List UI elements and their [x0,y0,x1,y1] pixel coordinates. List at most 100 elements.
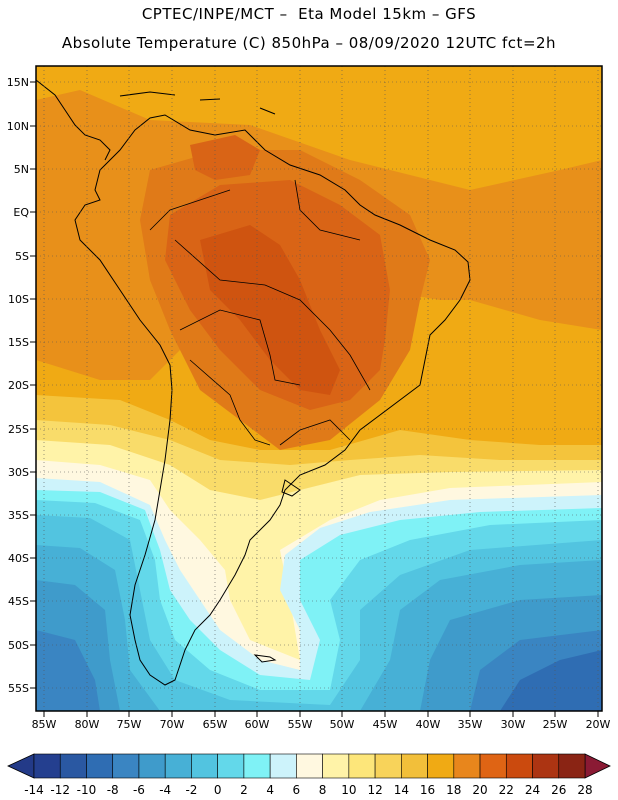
lat-label: 20S [8,379,29,392]
colorbar-cell [296,753,323,779]
coastlines [36,79,471,686]
colorbar-tick-label: 0 [214,783,222,797]
colorbar-tick-label: -4 [159,783,171,797]
lat-tick: 35S [8,509,36,522]
lon-label: 45W [373,718,398,731]
colorbar-cell [243,753,271,779]
colorbar-cell [86,753,114,779]
colorbar-cells [33,753,586,779]
map-frame [35,65,603,712]
colorbar-over-arrow [584,753,611,779]
field-minus10-band [500,650,602,711]
colorbar-tick-label: 20 [472,783,487,797]
latitude-labels: 15N 10N 5N EQ 5S 10S 15S 20S 25S 30S 35S… [7,76,36,695]
map-title: CPTEC/INPE/MCT – Eta Model 15km – GFS [141,5,477,23]
central-america-coast [36,79,111,161]
lat-tick: 25S [8,423,36,436]
colorbar-cell [558,753,586,779]
colorbar-tick-label: -14 [24,783,44,797]
lon-label: 40W [416,718,441,731]
colorbar-cell [348,753,376,779]
lat-label: 10N [7,120,29,133]
lat-tick: 10S [8,293,36,306]
lat-tick: 10N [7,120,36,133]
lat-label: 25S [8,423,29,436]
lon-tick: 85W [32,711,57,731]
colorbar-cell [401,753,428,779]
lon-tick: 25W [543,711,568,731]
lat-tick: 15S [8,336,36,349]
colorbar-tick-label: 24 [525,783,540,797]
rio-de-la-plata [281,479,301,497]
lat-tick: 50S [8,639,36,652]
lon-tick: 80W [75,711,100,731]
lat-tick: 20S [8,379,36,392]
colorbar-tick-label: 10 [341,783,356,797]
lat-label: 10S [8,293,29,306]
colorbar: -14 -12 -10 -8 -6 -4 -2 0 2 4 6 8 10 12 14 16 18 20 22 24 26… [7,753,611,797]
colorbar-cell [479,753,507,779]
lon-label: 85W [32,718,57,731]
lon-tick: 50W [330,711,355,731]
colorbar-tick-label: 22 [499,783,514,797]
colorbar-cell [138,753,166,779]
colorbar-tick-label: -10 [77,783,97,797]
temperature-field [36,66,602,711]
lat-tick: 40S [8,552,36,565]
colorbar-tick-label: -6 [133,783,145,797]
lat-tick: 5S [15,250,36,263]
lat-label: 45S [8,595,29,608]
colorbar-tick-label: 8 [319,783,327,797]
colorbar-cell [505,753,533,779]
south-america-coast [74,114,471,686]
field-22-core [200,225,340,395]
lat-tick: 55S [8,682,36,695]
lon-tick: 45W [373,711,398,731]
colorbar-cell [33,753,61,779]
falklands [253,654,277,663]
lon-label: 80W [75,718,100,731]
colorbar-cell [217,753,245,779]
colorbar-cell [453,753,481,779]
colorbar-tick-label: 26 [551,783,566,797]
lon-tick: 40W [416,711,441,731]
lat-tick: 15N [7,76,36,89]
lat-label: EQ [13,206,29,219]
map-subtitle: Absolute Temperature (C) 850hPa – 08/09/… [61,34,557,52]
longitude-labels: 85W 80W 75W 70W 65W 60W 55W 50W 45W 40W … [32,711,611,731]
colorbar-under-arrow [7,753,35,779]
lat-label: 50S [8,639,29,652]
lon-tick: 30W [501,711,526,731]
lon-label: 35W [458,718,483,731]
colorbar-cell [532,753,560,779]
lon-label: 65W [203,718,228,731]
colorbar-tick-label: -2 [185,783,197,797]
lat-label: 40S [8,552,29,565]
colorbar-cell [164,753,192,779]
colorbar-labels: -14 -12 -10 -8 -6 -4 -2 0 2 4 6 8 10 12 14 16 18 20 22 24 26… [24,783,592,797]
lat-tick: 30S [8,466,36,479]
field-20-north [190,135,260,180]
lat-tick: 5N [14,163,36,176]
colorbar-tick-label: 6 [293,783,301,797]
lon-label: 55W [288,718,313,731]
lat-label: 55S [8,682,29,695]
lon-label: 75W [117,718,142,731]
colorbar-tick-label: 28 [577,783,592,797]
lon-label: 30W [501,718,526,731]
lon-tick: 70W [160,711,185,731]
lon-tick: 60W [245,711,270,731]
colorbar-tick-label: 12 [367,783,382,797]
colorbar-tick-label: 2 [240,783,248,797]
colorbar-cell [269,753,297,779]
colorbar-tick-label: 4 [266,783,274,797]
lon-tick: 55W [288,711,313,731]
lat-tick: 45S [8,595,36,608]
colorbar-tick-label: 18 [446,783,461,797]
lat-label: 5N [14,163,29,176]
lon-label: 25W [543,718,568,731]
lon-tick: 20W [586,711,611,731]
lon-tick: 35W [458,711,483,731]
colorbar-cell [112,753,140,779]
colorbar-cell [374,753,402,779]
